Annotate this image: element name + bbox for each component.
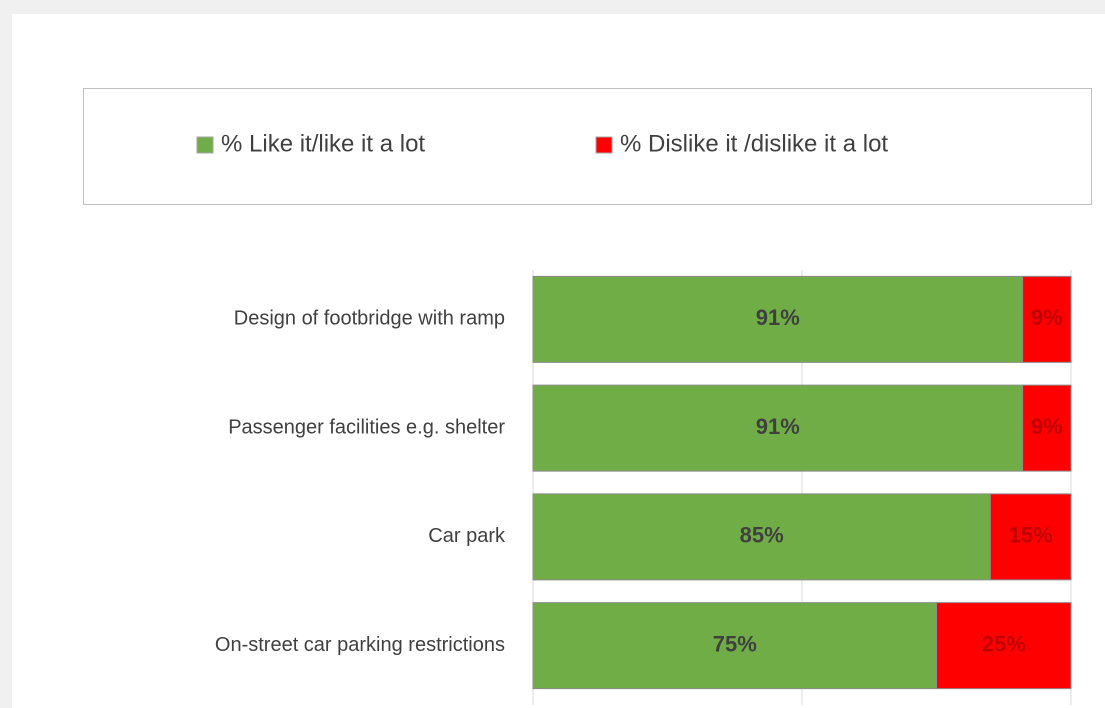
y-tick-label: On-street car parking restrictions (215, 634, 505, 656)
bar-segment (532, 602, 937, 690)
legend-label: % Dislike it /dislike it a lot (620, 130, 888, 157)
bar-segment (1022, 275, 1072, 363)
y-tick-label: Car park (428, 525, 506, 547)
bar-segment (1022, 384, 1072, 472)
data-label: 75% (713, 631, 757, 656)
data-label: 85% (740, 523, 784, 548)
bar-segment (936, 602, 1072, 690)
y-tick-label: Design of footbridge with ramp (234, 308, 505, 330)
data-label: 9% (1031, 414, 1063, 439)
data-label: 9% (1031, 305, 1063, 330)
legend-label: % Like it/like it a lot (221, 130, 425, 157)
data-label: 91% (756, 414, 800, 439)
data-label: 15% (1009, 523, 1053, 548)
y-tick-label: Passenger facilities e.g. shelter (228, 416, 505, 438)
bar-segment (532, 493, 991, 581)
legend-box (83, 88, 1092, 205)
bar-segment (532, 384, 1024, 472)
legend-swatch (196, 136, 214, 154)
data-label: 91% (756, 305, 800, 330)
data-label: 25% (982, 631, 1026, 656)
legend-swatch (595, 136, 613, 154)
bar-segment (989, 493, 1072, 581)
